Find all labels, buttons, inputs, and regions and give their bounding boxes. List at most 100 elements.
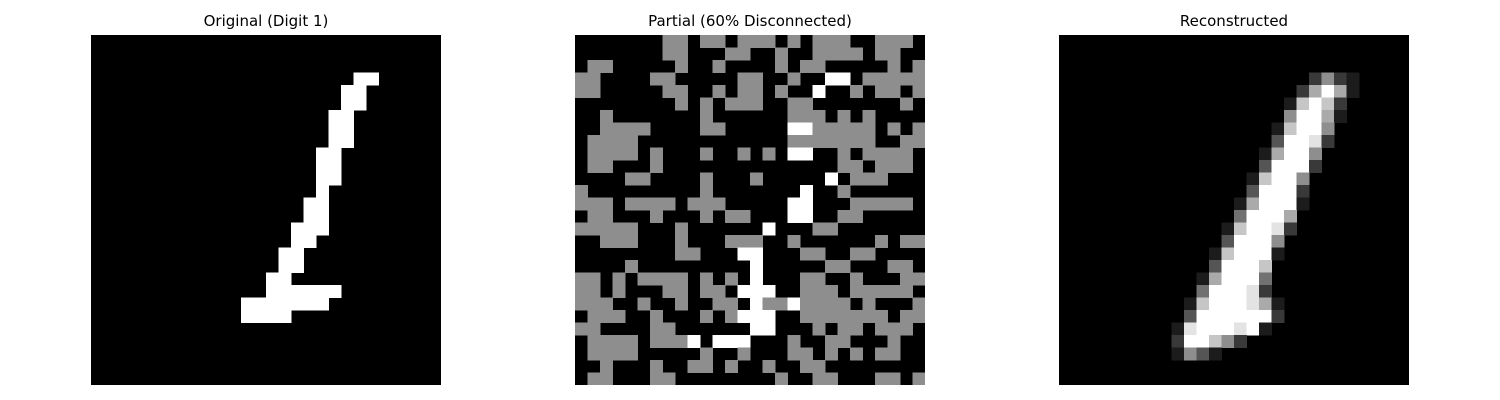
- heatmap-cell: [687, 335, 701, 348]
- heatmap-cell: [837, 160, 851, 173]
- heatmap-cell: [303, 222, 317, 236]
- heatmap-cell: [775, 85, 788, 98]
- heatmap-cell: [837, 135, 851, 148]
- heatmap-cell: [912, 122, 925, 136]
- heatmap-cell: [725, 272, 738, 286]
- heatmap-cell: [278, 260, 292, 273]
- heatmap-cell: [1221, 310, 1235, 323]
- heatmap-cell: [1284, 110, 1297, 123]
- heatmap-cell: [862, 147, 876, 161]
- heatmap-cell: [725, 210, 738, 223]
- heatmap-cell: [800, 297, 813, 311]
- heatmap-cell: [1296, 185, 1310, 198]
- heatmap-cell: [1309, 160, 1322, 173]
- heatmap-cell: [825, 285, 838, 298]
- heatmap-cell: [662, 47, 676, 61]
- heatmap-cell: [837, 297, 851, 311]
- heatmap-cell: [316, 172, 329, 186]
- heatmap-cell: [1209, 335, 1222, 348]
- heatmap-cell: [1234, 247, 1247, 261]
- heatmap-cell: [787, 72, 801, 86]
- heatmap-cell: [787, 122, 801, 136]
- heatmap-cell: [862, 122, 876, 136]
- heatmap-cell: [875, 372, 888, 385]
- heatmap-cell: [600, 360, 613, 373]
- heatmap-cell: [575, 322, 588, 336]
- heatmap-cell: [1184, 297, 1197, 311]
- heatmap-cell: [253, 310, 267, 323]
- heatmap-cell: [600, 235, 613, 248]
- heatmap-cell: [800, 97, 813, 111]
- heatmap-cell: [316, 197, 329, 211]
- heatmap-cell: [675, 97, 688, 111]
- heatmap-cell: [1271, 210, 1285, 223]
- heatmap-cell: [862, 297, 876, 311]
- heatmap-cell: [750, 247, 763, 261]
- heatmap-cell: [1171, 347, 1185, 361]
- heatmap-cell: [1309, 110, 1322, 123]
- heatmap-cell: [1221, 322, 1235, 336]
- heatmap-cell: [575, 297, 588, 311]
- heatmap-cell: [862, 172, 876, 186]
- heatmap-cell: [787, 335, 801, 348]
- heatmap-cell: [900, 322, 913, 336]
- heatmap-cell: [837, 122, 851, 136]
- heatmap-cell: [850, 172, 863, 186]
- heatmap-cell: [762, 310, 776, 323]
- heatmap-cell: [887, 72, 901, 86]
- heatmap-cell: [1234, 197, 1247, 211]
- heatmap-cell: [612, 335, 626, 348]
- heatmap-cell: [800, 197, 813, 211]
- heatmap-cell: [800, 210, 813, 223]
- heatmap-cell: [712, 85, 726, 98]
- heatmap-cell: [1271, 297, 1285, 311]
- heatmap-cell: [1321, 122, 1335, 136]
- heatmap-cell: [812, 372, 826, 385]
- heatmap-cell: [1246, 197, 1260, 211]
- heatmap-cell: [291, 260, 304, 273]
- panel-partial: Partial (60% Disconnected): [575, 0, 925, 400]
- heatmap-cell: [875, 47, 888, 61]
- heatmap-cell: [1284, 147, 1297, 161]
- heatmap-cell: [600, 372, 613, 385]
- heatmap-cell: [1259, 197, 1272, 211]
- heatmap-cell: [700, 110, 713, 123]
- heatmap-cell: [825, 260, 838, 273]
- heatmap-cell: [812, 85, 826, 98]
- heatmap-cell: [625, 135, 638, 148]
- heatmap-cell: [750, 260, 763, 273]
- heatmap-cell: [587, 197, 601, 211]
- heatmap-cell: [1271, 310, 1285, 323]
- heatmap-cell: [278, 247, 292, 261]
- heatmap-partial: [575, 35, 925, 385]
- heatmap-cell: [787, 110, 801, 123]
- heatmap-cell: [825, 135, 838, 148]
- heatmap-cell: [328, 135, 342, 148]
- heatmap-cell: [812, 297, 826, 311]
- heatmap-cell: [1259, 285, 1272, 298]
- heatmap-original: [91, 35, 441, 385]
- heatmap-cell: [600, 297, 613, 311]
- heatmap-cell: [316, 160, 329, 173]
- heatmap-cell: [1309, 122, 1322, 136]
- heatmap-cell: [825, 372, 838, 385]
- heatmap-cell: [600, 110, 613, 123]
- heatmap-cell: [1221, 222, 1235, 236]
- heatmap-cell: [675, 222, 688, 236]
- heatmap-cell: [600, 135, 613, 148]
- heatmap-cell: [1309, 135, 1322, 148]
- heatmap-cell: [675, 285, 688, 298]
- heatmap-cell: [737, 35, 751, 48]
- heatmap-cell: [575, 197, 588, 211]
- heatmap-cell: [712, 297, 726, 311]
- heatmap-cell: [341, 85, 354, 98]
- heatmap-cell: [762, 147, 776, 161]
- heatmap-cell: [887, 35, 901, 48]
- heatmap-cell: [675, 297, 688, 311]
- panel-reconstructed: Reconstructed: [1059, 0, 1409, 400]
- heatmap-cell: [587, 60, 601, 73]
- heatmap-cell: [725, 297, 738, 311]
- heatmap-cell: [600, 310, 613, 323]
- heatmap-cell: [341, 122, 354, 136]
- heatmap-cell: [875, 322, 888, 336]
